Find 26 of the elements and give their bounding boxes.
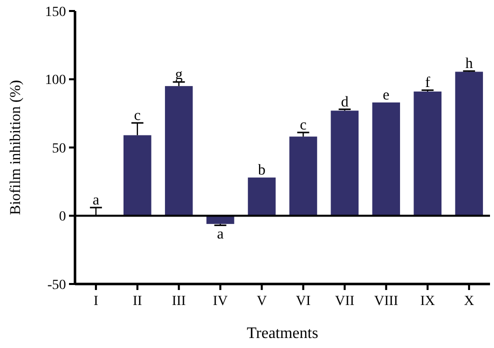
x-tick-label: I <box>94 294 99 309</box>
x-tick-label: VIII <box>374 294 399 309</box>
annotation: c <box>134 108 142 124</box>
x-tick-label: V <box>256 294 267 309</box>
x-tick-label: X <box>464 294 474 309</box>
y-tick-label: 0 <box>59 210 66 225</box>
annotation: e <box>382 87 390 104</box>
annotation: a <box>216 226 224 242</box>
y-tick-label: 100 <box>45 73 66 88</box>
x-tick-label: III <box>172 294 186 309</box>
annotation: b <box>258 162 266 179</box>
x-tick-label: VII <box>334 294 355 309</box>
x-tick-label: IX <box>420 294 435 309</box>
annotation: c <box>300 117 307 134</box>
y-tick-label: -50 <box>47 278 66 293</box>
y-tick-label: 150 <box>45 4 66 20</box>
x-tick-label: IV <box>212 294 228 309</box>
y-axis-title: Biofilm inhibition (%) <box>8 80 24 215</box>
x-tick-label: VI <box>296 294 311 309</box>
annotation: a <box>92 192 100 209</box>
y-tick-label: 50 <box>52 141 66 156</box>
x-tick-label: II <box>132 294 142 309</box>
annotation: h <box>465 56 474 72</box>
annotation: d <box>340 94 349 110</box>
x-axis-title: Treatments <box>246 325 318 342</box>
annotation: f <box>425 75 430 92</box>
